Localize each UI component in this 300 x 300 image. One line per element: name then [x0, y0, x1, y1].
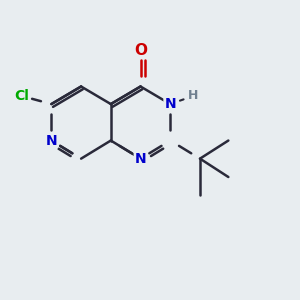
- Text: Cl: Cl: [14, 89, 29, 103]
- Text: O: O: [134, 43, 147, 58]
- Text: N: N: [135, 152, 146, 166]
- Text: H: H: [188, 89, 198, 103]
- Text: N: N: [164, 97, 176, 111]
- Text: N: N: [46, 134, 57, 148]
